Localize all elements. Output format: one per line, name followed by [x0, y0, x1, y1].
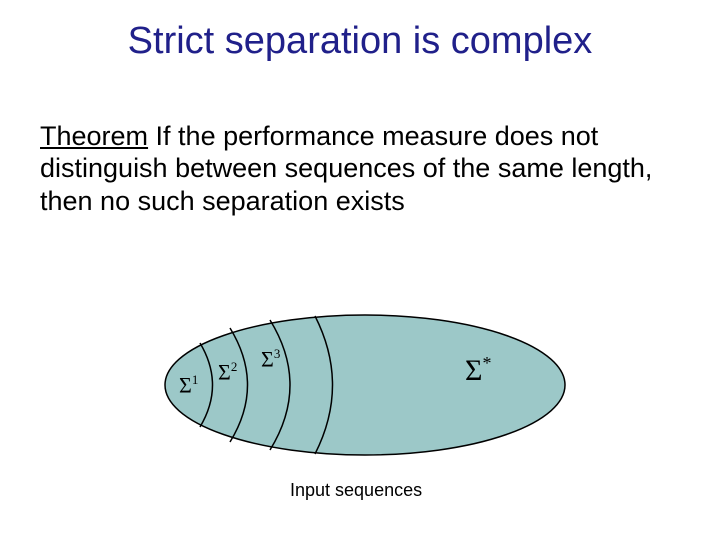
slide: Strict separation is complex Theorem If … [0, 0, 720, 540]
sigma-label-3: Σ3 [261, 346, 280, 372]
ellipse-svg [155, 310, 575, 470]
sigma-label-1: Σ1 [179, 372, 198, 398]
theorem-block: Theorem If the performance measure does … [40, 120, 680, 217]
diagram-caption: Input sequences [290, 480, 422, 501]
sequence-ellipse-diagram: Σ1 Σ2 Σ3 Σ* [155, 310, 575, 490]
sigma-label-4: Σ* [465, 353, 491, 388]
slide-title: Strict separation is complex [0, 20, 720, 63]
sigma-label-2: Σ2 [218, 359, 237, 385]
theorem-label: Theorem [40, 121, 148, 151]
